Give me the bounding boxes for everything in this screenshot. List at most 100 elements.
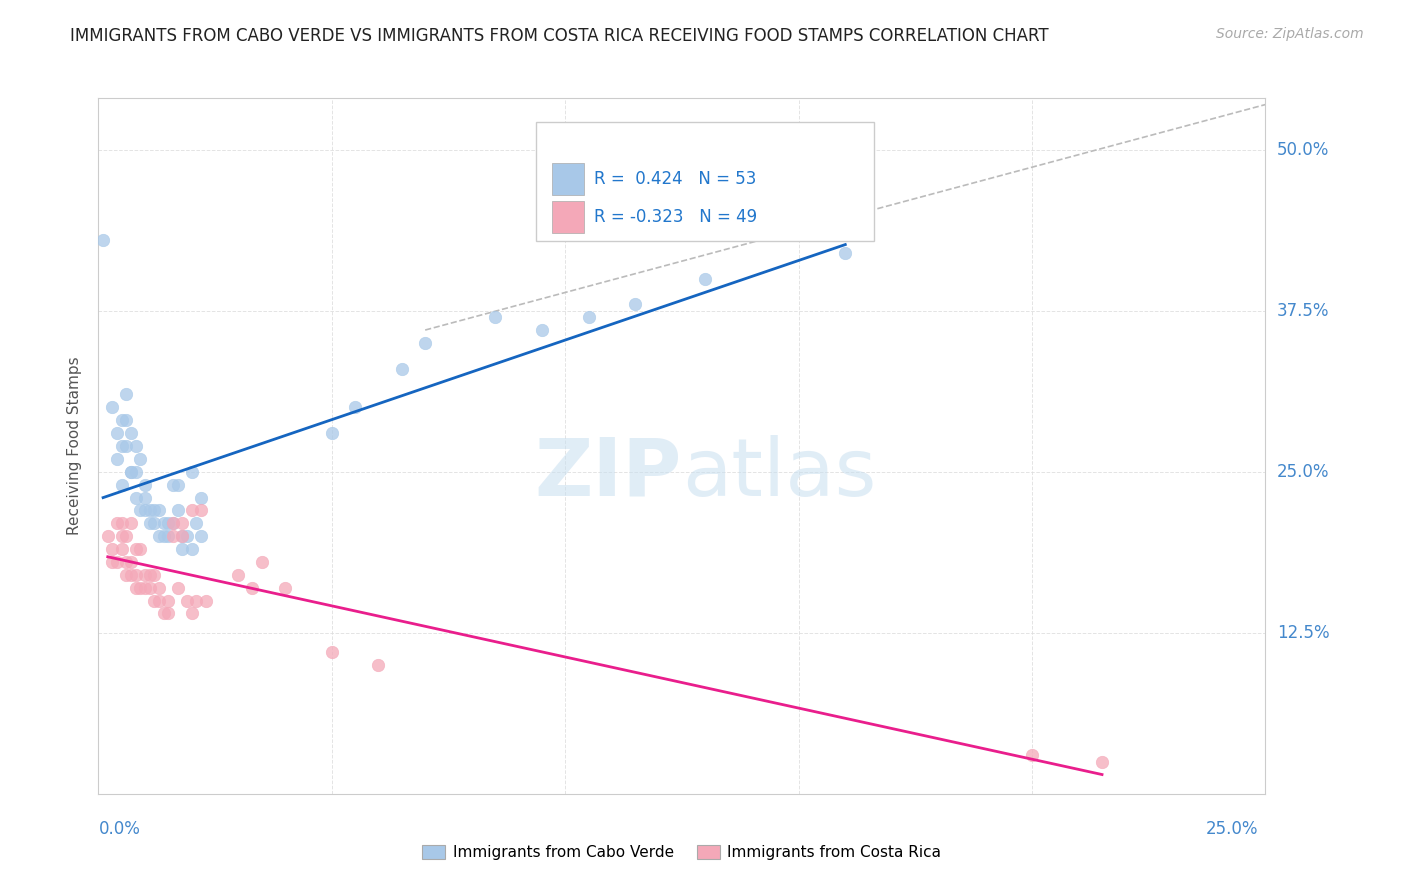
- Point: [157, 516, 180, 531]
- Point: [120, 465, 142, 479]
- Point: [129, 503, 152, 517]
- Point: [1021, 748, 1043, 763]
- Point: [157, 607, 180, 621]
- Point: [120, 567, 142, 582]
- Point: [105, 555, 128, 569]
- Y-axis label: Receiving Food Stamps: Receiving Food Stamps: [67, 357, 83, 535]
- Point: [129, 451, 152, 466]
- Point: [152, 607, 174, 621]
- Point: [91, 233, 114, 247]
- Point: [148, 503, 170, 517]
- Point: [115, 413, 138, 427]
- Point: [162, 516, 184, 531]
- Point: [166, 477, 188, 491]
- Point: [186, 516, 208, 531]
- Point: [111, 439, 134, 453]
- Point: [115, 439, 138, 453]
- Text: 37.5%: 37.5%: [1277, 301, 1330, 319]
- Point: [115, 567, 138, 582]
- Point: [134, 567, 156, 582]
- Point: [111, 542, 134, 557]
- Point: [367, 658, 389, 673]
- Text: 12.5%: 12.5%: [1277, 624, 1330, 642]
- Point: [143, 516, 166, 531]
- Point: [125, 491, 148, 505]
- Point: [120, 555, 142, 569]
- Point: [134, 503, 156, 517]
- Point: [101, 401, 124, 415]
- Point: [105, 451, 128, 466]
- Point: [120, 516, 142, 531]
- Point: [1091, 755, 1114, 769]
- Point: [129, 581, 152, 595]
- Point: [190, 503, 212, 517]
- Point: [274, 581, 297, 595]
- Point: [834, 245, 856, 260]
- Point: [624, 297, 647, 311]
- Point: [172, 529, 194, 543]
- Point: [190, 491, 212, 505]
- Point: [190, 529, 212, 543]
- Point: [172, 542, 194, 557]
- Point: [152, 516, 174, 531]
- Point: [111, 516, 134, 531]
- Point: [530, 323, 553, 337]
- Point: [484, 310, 506, 325]
- Point: [143, 503, 166, 517]
- Point: [143, 593, 166, 607]
- Point: [125, 581, 148, 595]
- Point: [143, 567, 166, 582]
- Text: R = -0.323   N = 49: R = -0.323 N = 49: [595, 208, 758, 227]
- Text: IMMIGRANTS FROM CABO VERDE VS IMMIGRANTS FROM COSTA RICA RECEIVING FOOD STAMPS C: IMMIGRANTS FROM CABO VERDE VS IMMIGRANTS…: [70, 27, 1049, 45]
- Text: 25.0%: 25.0%: [1277, 463, 1330, 481]
- Point: [228, 567, 250, 582]
- Point: [148, 529, 170, 543]
- Point: [120, 465, 142, 479]
- Point: [172, 529, 194, 543]
- Point: [139, 581, 162, 595]
- Legend: Immigrants from Cabo Verde, Immigrants from Costa Rica: Immigrants from Cabo Verde, Immigrants f…: [416, 839, 948, 866]
- Point: [111, 413, 134, 427]
- Point: [120, 426, 142, 441]
- Point: [162, 516, 184, 531]
- Point: [139, 503, 162, 517]
- Point: [391, 361, 413, 376]
- Point: [176, 593, 198, 607]
- Point: [101, 542, 124, 557]
- Point: [101, 555, 124, 569]
- Point: [105, 516, 128, 531]
- Point: [321, 645, 343, 659]
- Text: R =  0.424   N = 53: R = 0.424 N = 53: [595, 170, 756, 188]
- Point: [139, 516, 162, 531]
- Text: 0.0%: 0.0%: [98, 820, 141, 838]
- Point: [111, 529, 134, 543]
- Text: atlas: atlas: [682, 434, 876, 513]
- Point: [162, 529, 184, 543]
- Point: [344, 401, 367, 415]
- FancyBboxPatch shape: [551, 163, 585, 195]
- Point: [180, 542, 202, 557]
- Point: [125, 567, 148, 582]
- Point: [139, 567, 162, 582]
- Point: [125, 542, 148, 557]
- Point: [148, 593, 170, 607]
- Point: [172, 516, 194, 531]
- Point: [129, 542, 152, 557]
- Point: [115, 387, 138, 401]
- Point: [152, 529, 174, 543]
- Point: [413, 335, 436, 350]
- Point: [180, 465, 202, 479]
- Point: [105, 426, 128, 441]
- Point: [125, 465, 148, 479]
- Point: [162, 477, 184, 491]
- Point: [111, 477, 134, 491]
- Point: [186, 593, 208, 607]
- Text: ZIP: ZIP: [534, 434, 682, 513]
- Point: [250, 555, 273, 569]
- FancyBboxPatch shape: [551, 202, 585, 233]
- Point: [134, 581, 156, 595]
- Point: [134, 477, 156, 491]
- Point: [321, 426, 343, 441]
- Point: [194, 593, 217, 607]
- Point: [176, 529, 198, 543]
